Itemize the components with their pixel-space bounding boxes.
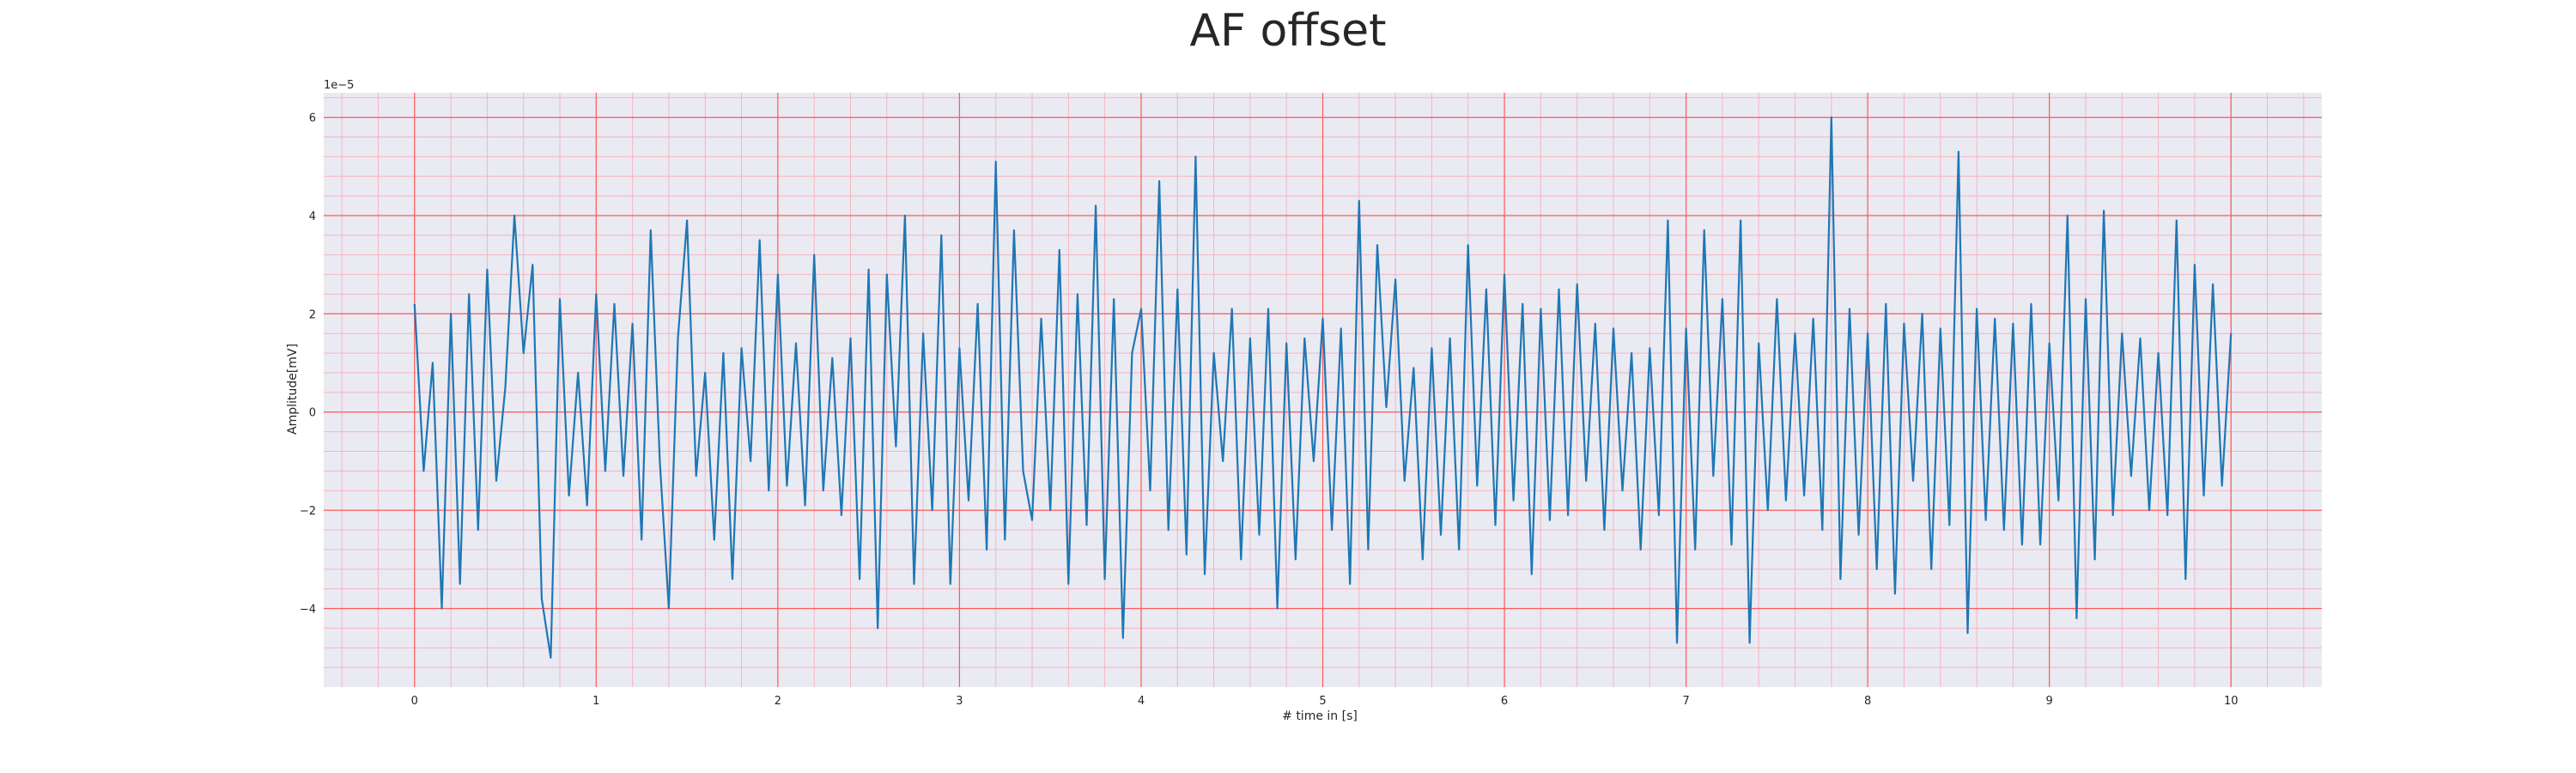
y-tick-label: 0 xyxy=(309,407,316,420)
series-line xyxy=(413,116,2233,659)
series-layer xyxy=(413,116,2233,659)
x-axis-ticks: 0 1 2 3 4 5 6 7 8 9 10 xyxy=(411,695,2239,708)
x-tick-label: 0 xyxy=(411,695,418,708)
x-axis-label: # time in [s] xyxy=(1282,709,1358,723)
y-tick-label: −2 xyxy=(300,505,316,518)
chart-title: AF offset xyxy=(1189,5,1387,57)
x-tick-label: 6 xyxy=(1501,695,1508,708)
x-tick-label: 3 xyxy=(956,695,963,708)
y-tick-label: 2 xyxy=(309,308,316,321)
y-tick-label: −4 xyxy=(300,603,316,616)
x-tick-label: 1 xyxy=(592,695,599,708)
major-grid xyxy=(324,93,2322,687)
y-axis-offset-label: 1e−5 xyxy=(324,79,354,92)
y-tick-label: 4 xyxy=(309,210,316,223)
x-tick-label: 10 xyxy=(2224,695,2239,708)
y-axis-label: Amplitude[mV] xyxy=(286,344,300,435)
x-tick-label: 5 xyxy=(1319,695,1326,708)
y-axis-ticks: −4 −2 0 2 4 6 xyxy=(300,113,316,617)
x-tick-label: 9 xyxy=(2046,695,2053,708)
x-tick-label: 4 xyxy=(1138,695,1145,708)
x-tick-label: 8 xyxy=(1864,695,1871,708)
x-tick-label: 2 xyxy=(775,695,781,708)
y-tick-label: 6 xyxy=(309,113,316,125)
x-tick-label: 7 xyxy=(1682,695,1689,708)
